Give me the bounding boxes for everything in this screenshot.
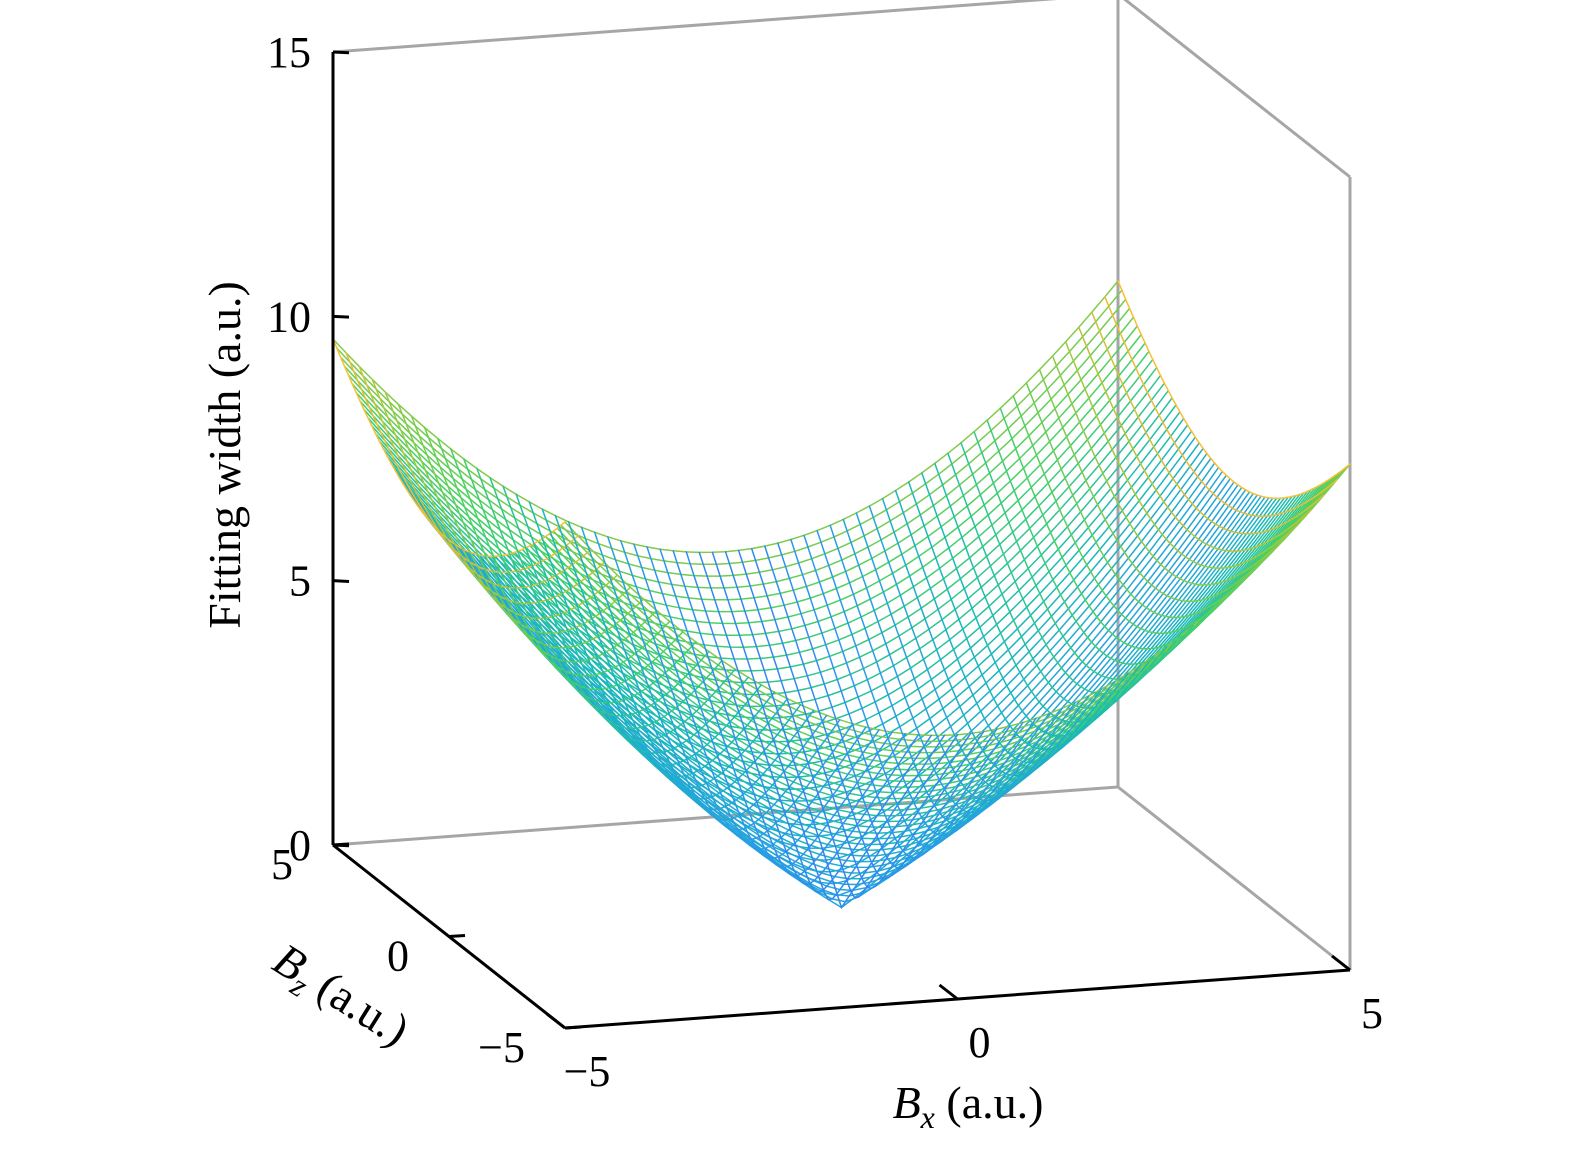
y-tick-label: 0 (387, 932, 409, 981)
mesh-column-line (764, 545, 998, 880)
y-tick-label: 5 (271, 840, 293, 889)
x-tick-mark (546, 1012, 566, 1030)
mesh-column-line (921, 472, 1155, 737)
x-tick-mark (1331, 954, 1351, 972)
x-tick-label: 0 (969, 1018, 991, 1067)
mesh-column-line (515, 493, 749, 754)
box-right-bottom-edge (1117, 785, 1351, 972)
mesh-row-line (382, 389, 1170, 708)
mesh-column-line (1051, 355, 1286, 586)
mesh-column-line (816, 529, 1050, 837)
mesh-column-line (1012, 395, 1247, 635)
mesh-column-line (999, 407, 1234, 650)
mesh-column-line (607, 536, 841, 831)
x-axis-title-sub: x (920, 1099, 935, 1135)
mesh-column-line (842, 518, 1077, 814)
x-axis-title: Bx (a.u.) (893, 1077, 1044, 1135)
mesh-row-line (548, 475, 1336, 760)
mesh-column-line (868, 505, 1103, 789)
box-right-top-edge (1123, 0, 1351, 179)
mesh-column-line (724, 550, 959, 910)
mesh-column-line (384, 391, 619, 620)
axes-box (332, 0, 1352, 972)
mesh-column-line (436, 437, 671, 677)
z-tick-label: 10 (267, 292, 311, 341)
mesh-column-line (1117, 280, 1351, 500)
z-tick-mark (332, 50, 350, 55)
y-tick-mark (332, 842, 350, 847)
mesh-column-line (672, 550, 906, 877)
y-tick-label: −5 (478, 1023, 525, 1072)
mesh-column-line (1064, 341, 1299, 569)
mesh-row-line (510, 494, 1297, 817)
mesh-column-line (855, 512, 1090, 802)
mesh-column-line (554, 514, 789, 789)
mesh-column-line (881, 497, 1116, 777)
y-tick-mark (448, 934, 466, 938)
mesh-column-line (646, 546, 880, 860)
mesh-column-line (528, 501, 763, 766)
mesh-column-line (1038, 368, 1273, 603)
mesh-column-line (737, 549, 972, 899)
z-tick-label: 0 (289, 821, 311, 870)
z-tick-label: 15 (267, 28, 311, 77)
box-back-top-edge (332, 0, 1058, 54)
mesh-column-line (567, 521, 802, 800)
x-axis-title-unit: (a.u.) (935, 1077, 1044, 1128)
mesh-column-line (423, 426, 658, 663)
mesh-column-line (1104, 296, 1338, 517)
mesh-row-line (339, 298, 1127, 577)
mesh-column-line (777, 542, 1011, 869)
mesh-column-line (1091, 311, 1325, 535)
z-tick-label: 5 (289, 557, 311, 606)
y-tick-mark (564, 1025, 582, 1030)
mesh-column-line (960, 442, 1194, 695)
mesh-column-line (947, 452, 1181, 709)
mesh-row-line (378, 382, 1166, 696)
mesh-column-line (659, 548, 893, 869)
mesh-column-line (593, 531, 828, 821)
mesh-column-line (371, 378, 606, 605)
mesh-column-line (1078, 326, 1312, 552)
x-tick-label: 5 (1361, 989, 1383, 1038)
x-tick-label: −5 (564, 1047, 611, 1096)
mesh-column-line (894, 489, 1129, 764)
mesh-column-line (790, 538, 1024, 859)
mesh-column-line (1025, 382, 1260, 619)
x-axis-title-var: B (893, 1077, 921, 1128)
mesh-column-line (973, 430, 1207, 680)
z-tick-mark (332, 579, 350, 583)
mesh-column-line (803, 534, 1037, 848)
mesh-column-line (685, 551, 920, 886)
mesh-column-line (580, 526, 815, 811)
surface-mesh (332, 280, 1351, 910)
mesh-column-line (986, 419, 1220, 665)
mesh-column-line (620, 540, 854, 841)
mesh-row-line (502, 496, 1289, 829)
x-tick-mark (938, 983, 959, 1001)
z-axis-title: Fitting width (a.u.) (199, 281, 250, 629)
mesh-column-line (711, 551, 946, 901)
z-tick-mark (332, 314, 350, 319)
